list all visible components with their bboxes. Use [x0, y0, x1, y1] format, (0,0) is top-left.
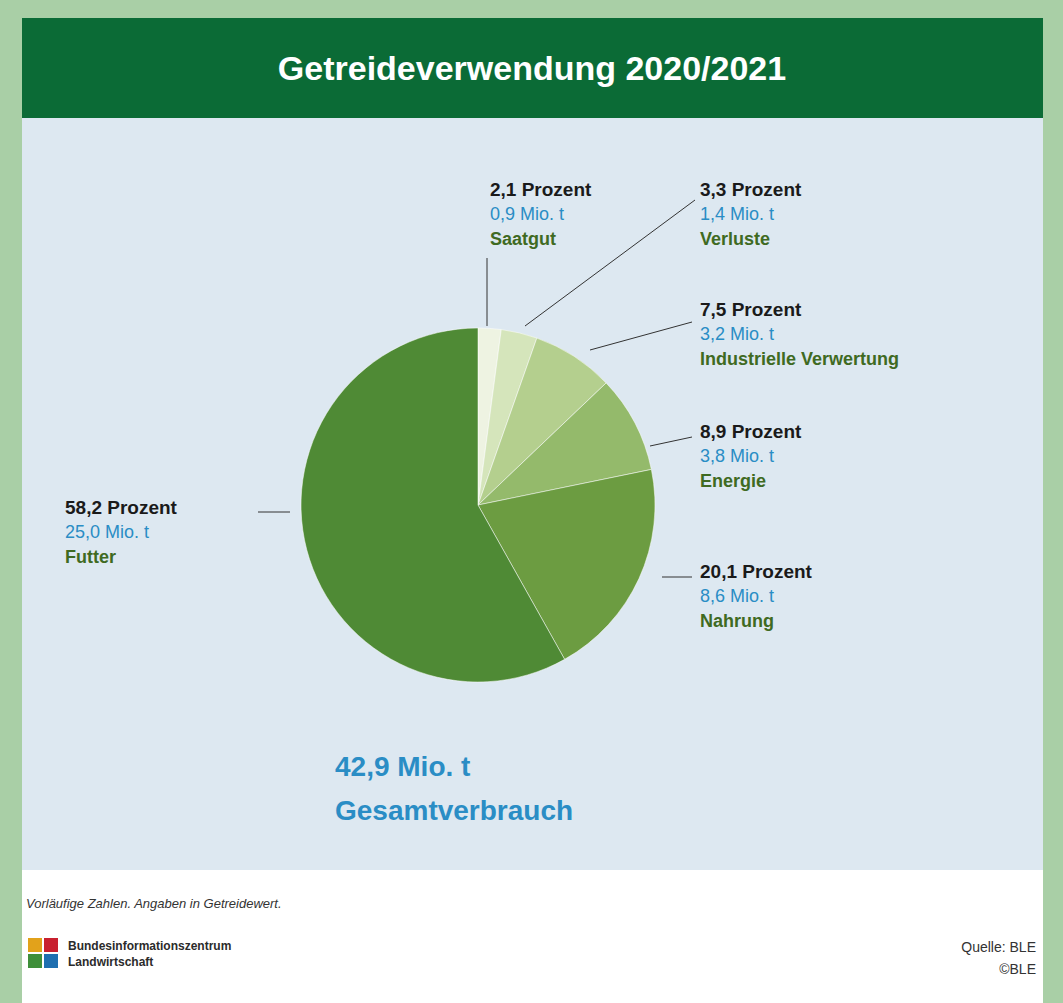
svg-text:Saatgut: Saatgut	[490, 229, 556, 249]
svg-text:Nahrung: Nahrung	[700, 611, 774, 631]
svg-text:8,6 Mio. t: 8,6 Mio. t	[700, 586, 774, 606]
svg-text:7,5 Prozent: 7,5 Prozent	[700, 299, 802, 320]
svg-text:25,0 Mio. t: 25,0 Mio. t	[65, 522, 149, 542]
svg-text:Bundesinformationszentrum: Bundesinformationszentrum	[68, 939, 231, 953]
svg-text:Landwirtschaft: Landwirtschaft	[68, 955, 153, 969]
svg-text:1,4 Mio. t: 1,4 Mio. t	[700, 204, 774, 224]
svg-text:Energie: Energie	[700, 471, 766, 491]
svg-text:Gesamtverbrauch: Gesamtverbrauch	[335, 795, 573, 826]
svg-text:0,9 Mio. t: 0,9 Mio. t	[490, 204, 564, 224]
svg-text:Getreideverwendung 2020/2021: Getreideverwendung 2020/2021	[278, 49, 786, 87]
svg-text:Vorläufige Zahlen. Angaben in: Vorläufige Zahlen. Angaben in Getreidewe…	[26, 896, 282, 911]
svg-text:2,1 Prozent: 2,1 Prozent	[490, 179, 592, 200]
svg-text:3,2 Mio. t: 3,2 Mio. t	[700, 324, 774, 344]
svg-text:20,1 Prozent: 20,1 Prozent	[700, 561, 813, 582]
svg-text:Quelle: BLE: Quelle: BLE	[961, 939, 1036, 955]
svg-text:8,9 Prozent: 8,9 Prozent	[700, 421, 802, 442]
svg-text:Verluste: Verluste	[700, 229, 770, 249]
svg-text:42,9 Mio. t: 42,9 Mio. t	[335, 751, 470, 782]
svg-text:3,8 Mio. t: 3,8 Mio. t	[700, 446, 774, 466]
svg-text:58,2 Prozent: 58,2 Prozent	[65, 497, 178, 518]
svg-text:Futter: Futter	[65, 547, 116, 567]
svg-text:3,3 Prozent: 3,3 Prozent	[700, 179, 802, 200]
svg-text:Industrielle Verwertung: Industrielle Verwertung	[700, 349, 899, 369]
svg-text:©BLE: ©BLE	[999, 961, 1036, 977]
